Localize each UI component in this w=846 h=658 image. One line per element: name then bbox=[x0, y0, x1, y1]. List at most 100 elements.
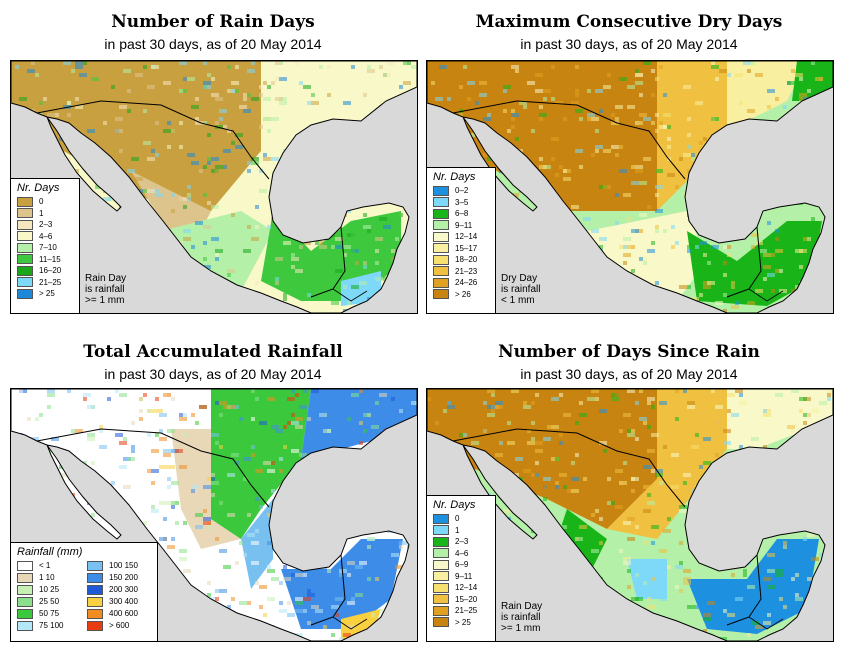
legend-item: 1 10 bbox=[11, 572, 81, 584]
legend-rows: 0–2 3–5 6–8 9–11 12–14 15–17 18–20 21–23 24–26 > … bbox=[427, 185, 495, 300]
legend-item: > 600 bbox=[81, 620, 151, 632]
legend-swatch bbox=[433, 525, 449, 536]
note-line: Dry Day bbox=[501, 273, 538, 284]
legend-rows: 0 1 2–3 4–6 7–10 11–15 16–20 21–25 > 25 bbox=[11, 196, 79, 300]
map-canvas bbox=[427, 61, 833, 313]
note-line: Rain Day bbox=[85, 273, 127, 284]
legend-item: 2–3 bbox=[11, 219, 79, 231]
legend-item: 150 200 bbox=[81, 572, 151, 584]
panel-title: Number of Days Since Rain bbox=[498, 342, 760, 362]
note-line: is rainfall bbox=[85, 284, 125, 295]
legend-item: 4–6 bbox=[11, 231, 79, 243]
panel-subtitle: in past 30 days, as of 20 May 2014 bbox=[104, 36, 322, 52]
panel-title: Number of Rain Days bbox=[111, 12, 315, 32]
legend-item: > 25 bbox=[427, 617, 495, 629]
legend-swatch bbox=[17, 596, 33, 607]
legend-swatch bbox=[17, 242, 33, 253]
legend-item: 9–11 bbox=[427, 571, 495, 583]
legend: Nr. Days 0 1 2–3 4–6 7–10 11–15 16–20 21–25 > 25 bbox=[11, 178, 80, 313]
legend-item: 100 150 bbox=[81, 560, 151, 572]
legend-item: 200 300 bbox=[81, 584, 151, 596]
legend-item: 21–25 bbox=[11, 277, 79, 289]
map-rain-days: Nr. Days 0 1 2–3 4–6 7–10 11–15 16–20 21–25 > 25… bbox=[10, 60, 418, 314]
legend-item: 25 50 bbox=[11, 596, 81, 608]
legend-label: 6–8 bbox=[455, 209, 469, 219]
legend-swatch bbox=[17, 277, 33, 288]
legend-item: 12–14 bbox=[427, 231, 495, 243]
legend-swatch bbox=[433, 289, 449, 300]
legend-swatch bbox=[17, 208, 33, 219]
legend-item: 0 bbox=[427, 513, 495, 525]
borders bbox=[11, 389, 417, 641]
legend-label: 50 75 bbox=[39, 609, 60, 619]
legend-swatch bbox=[433, 582, 449, 593]
legend-label: 3–5 bbox=[455, 197, 469, 207]
note-line: is rainfall bbox=[501, 612, 541, 623]
legend-note: Rain Day is rainfall >= 1 mm bbox=[85, 273, 126, 306]
legend-label: 9–11 bbox=[455, 571, 473, 581]
legend-title: Rainfall (mm) bbox=[17, 546, 83, 558]
legend-label: 75 100 bbox=[39, 621, 64, 631]
panel-title: Maximum Consecutive Dry Days bbox=[475, 12, 783, 32]
legend-label: 15–17 bbox=[455, 243, 478, 253]
legend-swatch bbox=[433, 548, 449, 559]
panel-subtitle: in past 30 days, as of 20 May 2014 bbox=[520, 366, 738, 382]
legend-label: 2–3 bbox=[455, 537, 469, 547]
legend-item: 10 25 bbox=[11, 584, 81, 596]
legend-label: > 25 bbox=[39, 289, 55, 299]
legend-swatch bbox=[87, 572, 103, 583]
legend-item: 0–2 bbox=[427, 185, 495, 197]
map-total-rainfall: Rainfall (mm) < 1 1 10 10 25 25 50 50 75 75 1… bbox=[10, 388, 418, 642]
legend-swatch bbox=[433, 277, 449, 288]
legend-item: 12–14 bbox=[427, 582, 495, 594]
legend-label: 4–6 bbox=[39, 231, 53, 241]
map-days-since-rain: Nr. Days 0 1 2–3 4–6 6–9 9–11 12–14 15–20 21–25 >… bbox=[426, 388, 834, 642]
legend: Nr. Days 0 1 2–3 4–6 6–9 9–11 12–14 15–20 21–25 >… bbox=[427, 495, 496, 641]
borders bbox=[427, 61, 833, 313]
legend-swatch bbox=[87, 608, 103, 619]
legend-swatch bbox=[17, 196, 33, 207]
legend-swatch bbox=[433, 266, 449, 277]
legend-swatch bbox=[433, 197, 449, 208]
legend-title: Nr. Days bbox=[17, 182, 60, 194]
legend-rows: 0 1 2–3 4–6 6–9 9–11 12–14 15–20 21–25 > 25 bbox=[427, 513, 495, 628]
legend-swatch bbox=[17, 288, 33, 299]
legend-swatch bbox=[17, 584, 33, 595]
legend-label: > 26 bbox=[455, 289, 471, 299]
legend-swatch bbox=[87, 620, 103, 631]
panel-subtitle: in past 30 days, as of 20 May 2014 bbox=[520, 36, 738, 52]
legend-swatch bbox=[87, 584, 103, 595]
map-max-dry-days: Nr. Days 0–2 3–5 6–8 9–11 12–14 15–17 18–20 21–… bbox=[426, 60, 834, 314]
legend-item: 75 100 bbox=[11, 620, 81, 632]
legend-item: 24–26 bbox=[427, 277, 495, 289]
legend-label: 11–15 bbox=[39, 254, 61, 264]
legend-label: 15–20 bbox=[455, 594, 478, 604]
legend-item: 16–20 bbox=[11, 265, 79, 277]
legend-label: 200 300 bbox=[109, 585, 138, 595]
legend-label: 400 600 bbox=[109, 609, 138, 619]
legend-label: > 600 bbox=[109, 621, 130, 631]
legend: Nr. Days 0–2 3–5 6–8 9–11 12–14 15–17 18–20 21–… bbox=[427, 167, 496, 313]
note-line: >= 1 mm bbox=[85, 295, 125, 306]
legend-item: > 25 bbox=[11, 288, 79, 300]
legend-label: 25 50 bbox=[39, 597, 60, 607]
legend-item: 18–20 bbox=[427, 254, 495, 266]
legend-label: 7–10 bbox=[39, 243, 57, 253]
legend-label: 300 400 bbox=[109, 597, 138, 607]
legend-label: 24–26 bbox=[455, 278, 478, 288]
legend-item: 1 bbox=[11, 208, 79, 220]
legend-item: 4–6 bbox=[427, 548, 495, 560]
legend-swatch bbox=[87, 560, 103, 571]
legend-item: 50 75 bbox=[11, 608, 81, 620]
note-line: Rain Day bbox=[501, 601, 543, 612]
legend-label: 150 200 bbox=[109, 573, 138, 583]
legend-swatch bbox=[433, 617, 449, 628]
borders bbox=[11, 61, 417, 313]
legend-item: < 1 bbox=[11, 560, 81, 572]
legend-swatch bbox=[17, 572, 33, 583]
legend-swatch bbox=[433, 559, 449, 570]
legend-swatch bbox=[17, 560, 33, 571]
legend-label: 10 25 bbox=[39, 585, 60, 595]
panel-subtitle: in past 30 days, as of 20 May 2014 bbox=[104, 366, 322, 382]
note-line: is rainfall bbox=[501, 284, 541, 295]
